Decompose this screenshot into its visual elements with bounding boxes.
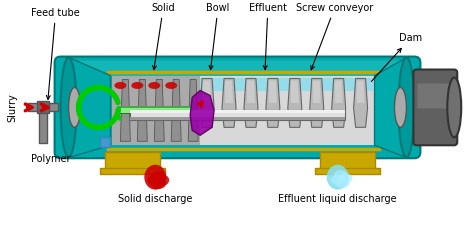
Ellipse shape (338, 173, 353, 183)
FancyBboxPatch shape (114, 77, 373, 91)
FancyBboxPatch shape (39, 111, 46, 143)
FancyBboxPatch shape (100, 137, 110, 147)
FancyBboxPatch shape (36, 101, 49, 113)
Ellipse shape (331, 175, 345, 185)
Polygon shape (203, 81, 211, 103)
Polygon shape (154, 79, 164, 141)
FancyBboxPatch shape (27, 104, 58, 111)
Ellipse shape (336, 178, 350, 188)
FancyBboxPatch shape (413, 69, 457, 145)
FancyBboxPatch shape (112, 76, 374, 145)
FancyBboxPatch shape (100, 168, 165, 174)
Text: Feed tube: Feed tube (31, 8, 80, 99)
FancyBboxPatch shape (130, 110, 345, 113)
FancyBboxPatch shape (418, 84, 453, 109)
Ellipse shape (69, 87, 81, 127)
FancyBboxPatch shape (130, 110, 345, 120)
Ellipse shape (153, 174, 169, 186)
Polygon shape (313, 81, 321, 103)
Ellipse shape (327, 165, 348, 190)
Text: Polymer: Polymer (31, 154, 70, 164)
FancyBboxPatch shape (118, 106, 192, 109)
Polygon shape (200, 79, 214, 127)
Ellipse shape (334, 170, 347, 180)
FancyBboxPatch shape (55, 57, 420, 158)
Polygon shape (120, 79, 130, 141)
Ellipse shape (165, 82, 177, 89)
Polygon shape (374, 57, 409, 158)
Polygon shape (335, 81, 343, 103)
Polygon shape (310, 79, 324, 127)
Polygon shape (222, 79, 236, 127)
Polygon shape (332, 79, 346, 127)
Text: Slurry: Slurry (8, 93, 18, 122)
Ellipse shape (150, 171, 166, 183)
Text: Solid: Solid (151, 3, 175, 69)
Ellipse shape (150, 177, 166, 189)
Text: Effluent liquid discharge: Effluent liquid discharge (278, 194, 397, 204)
Polygon shape (190, 90, 214, 135)
Polygon shape (291, 81, 299, 103)
Ellipse shape (61, 58, 76, 157)
Polygon shape (171, 79, 181, 141)
Polygon shape (114, 84, 182, 91)
Text: Solid discharge: Solid discharge (118, 194, 192, 204)
Ellipse shape (144, 165, 166, 190)
Polygon shape (247, 81, 255, 103)
FancyBboxPatch shape (130, 117, 345, 120)
Polygon shape (66, 57, 110, 158)
Polygon shape (354, 79, 367, 127)
Ellipse shape (394, 87, 406, 127)
Polygon shape (244, 79, 258, 127)
Polygon shape (188, 79, 198, 141)
Text: Screw conveyor: Screw conveyor (296, 3, 374, 70)
Polygon shape (225, 81, 233, 103)
FancyBboxPatch shape (112, 76, 200, 145)
Polygon shape (266, 79, 280, 127)
FancyBboxPatch shape (69, 61, 406, 76)
Polygon shape (288, 79, 302, 127)
Ellipse shape (147, 174, 163, 186)
Polygon shape (356, 81, 365, 103)
Ellipse shape (131, 82, 143, 89)
Ellipse shape (399, 58, 414, 157)
FancyBboxPatch shape (105, 152, 160, 170)
Ellipse shape (114, 82, 127, 89)
Polygon shape (137, 79, 147, 141)
FancyBboxPatch shape (320, 152, 374, 170)
FancyBboxPatch shape (315, 168, 380, 174)
Ellipse shape (148, 82, 160, 89)
Text: Dam: Dam (372, 33, 423, 81)
Polygon shape (269, 81, 277, 103)
Text: Effluent: Effluent (249, 3, 287, 69)
FancyBboxPatch shape (118, 107, 192, 113)
Ellipse shape (447, 77, 461, 137)
Text: Bowl: Bowl (206, 3, 230, 69)
